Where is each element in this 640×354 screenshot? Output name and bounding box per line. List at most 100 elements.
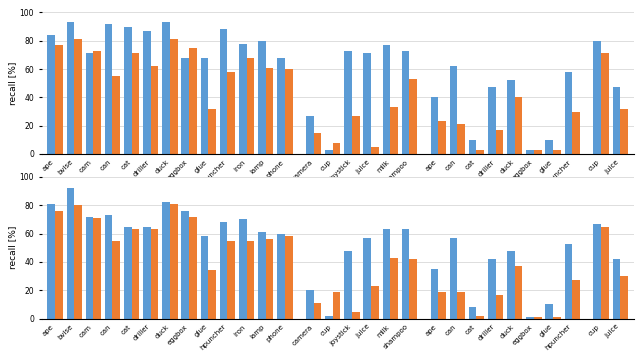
Bar <box>344 251 352 319</box>
Bar <box>151 229 159 319</box>
Bar <box>526 317 534 319</box>
Bar <box>151 66 159 154</box>
Bar <box>246 241 254 319</box>
Bar <box>239 219 246 319</box>
Bar <box>200 58 208 154</box>
Bar <box>208 270 216 319</box>
Bar <box>620 109 628 154</box>
Bar <box>74 39 82 154</box>
Bar <box>469 140 477 154</box>
Bar <box>438 121 446 154</box>
Bar <box>170 39 178 154</box>
Bar <box>572 280 580 319</box>
Bar <box>55 211 63 319</box>
Bar <box>564 72 572 154</box>
Bar <box>132 229 140 319</box>
Bar <box>208 109 216 154</box>
Text: (a): (a) <box>331 228 344 238</box>
Bar <box>477 316 484 319</box>
Bar <box>612 259 620 319</box>
Bar <box>47 204 55 319</box>
Bar <box>182 211 189 319</box>
Bar <box>431 269 438 319</box>
Bar <box>189 217 196 319</box>
Bar <box>47 35 55 154</box>
Bar <box>352 116 360 154</box>
Bar <box>325 150 333 154</box>
Bar <box>450 238 458 319</box>
Bar <box>526 150 534 154</box>
Bar <box>325 316 333 319</box>
Bar <box>601 227 609 319</box>
Bar <box>246 58 254 154</box>
Bar <box>545 140 553 154</box>
Bar <box>277 234 285 319</box>
Bar <box>200 236 208 319</box>
Bar <box>410 79 417 154</box>
Bar <box>333 143 340 154</box>
Bar <box>593 224 601 319</box>
Bar <box>220 222 227 319</box>
Bar <box>488 87 495 154</box>
Bar <box>163 22 170 154</box>
Bar <box>390 258 398 319</box>
Bar <box>507 251 515 319</box>
Bar <box>410 259 417 319</box>
Bar <box>74 205 82 319</box>
Bar <box>495 295 503 319</box>
Bar <box>143 31 151 154</box>
Bar <box>93 51 101 154</box>
Bar <box>469 307 477 319</box>
Bar <box>314 133 321 154</box>
Bar <box>438 292 446 319</box>
Bar <box>132 53 140 154</box>
Bar <box>55 45 63 154</box>
Bar <box>534 150 541 154</box>
Bar <box>277 58 285 154</box>
Bar <box>189 48 196 154</box>
Bar <box>383 45 390 154</box>
Bar <box>390 107 398 154</box>
Y-axis label: recall [%]: recall [%] <box>8 226 17 269</box>
Bar <box>67 188 74 319</box>
Bar <box>143 227 151 319</box>
Bar <box>450 66 458 154</box>
Bar <box>86 53 93 154</box>
Bar <box>306 116 314 154</box>
Bar <box>113 76 120 154</box>
Bar <box>113 241 120 319</box>
Bar <box>227 241 235 319</box>
Bar <box>564 244 572 319</box>
Bar <box>285 236 292 319</box>
Bar <box>515 266 522 319</box>
Bar <box>612 87 620 154</box>
Bar <box>488 259 495 319</box>
Bar <box>458 124 465 154</box>
Bar <box>170 204 178 319</box>
Bar <box>572 112 580 154</box>
Bar <box>124 27 132 154</box>
Bar <box>227 72 235 154</box>
Bar <box>515 97 522 154</box>
Bar <box>239 44 246 154</box>
Bar <box>258 232 266 319</box>
Bar <box>593 41 601 154</box>
Bar <box>601 53 609 154</box>
Bar <box>220 29 227 154</box>
Y-axis label: recall [%]: recall [%] <box>8 62 17 105</box>
Bar <box>402 229 410 319</box>
Bar <box>371 286 379 319</box>
Bar <box>86 217 93 319</box>
Bar <box>314 303 321 319</box>
Bar <box>534 317 541 319</box>
Bar <box>620 276 628 319</box>
Bar <box>266 68 273 154</box>
Bar <box>352 312 360 319</box>
Bar <box>553 317 561 319</box>
Bar <box>553 150 561 154</box>
Bar <box>105 24 113 154</box>
Bar <box>364 238 371 319</box>
Bar <box>507 80 515 154</box>
Bar <box>344 51 352 154</box>
Bar <box>371 147 379 154</box>
